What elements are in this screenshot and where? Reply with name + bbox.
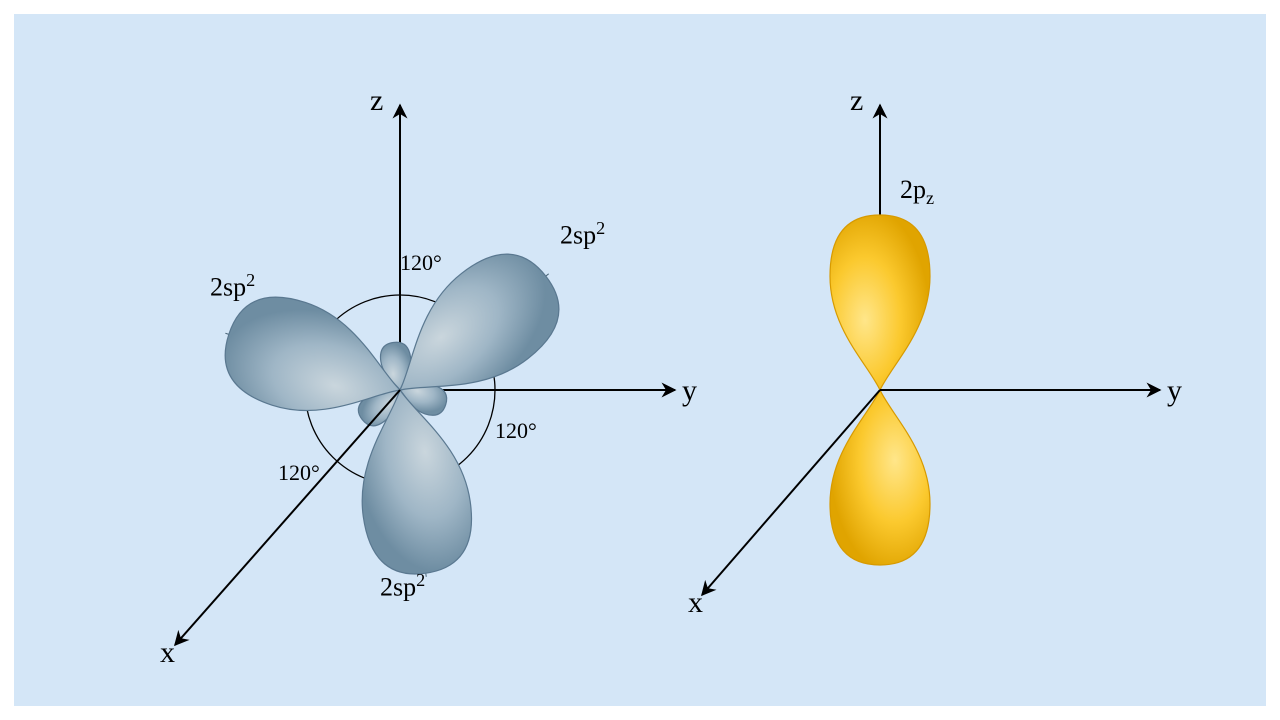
pz-label-pre: 2p xyxy=(900,175,926,204)
angle-label-2: 120° xyxy=(278,460,320,486)
sp2-label-1-sup: 2 xyxy=(246,270,255,290)
right-axis-x-label: x xyxy=(688,586,703,620)
pz-label: 2pz xyxy=(900,175,934,209)
left-axis-z-label: z xyxy=(370,84,383,118)
sp2-label-0-pre: 2sp xyxy=(560,221,596,250)
right-axis-z-label: z xyxy=(850,84,863,118)
left-axis-x-label: x xyxy=(160,636,175,670)
pz-label-sub: z xyxy=(926,188,934,208)
sp2-label-1: 2sp2 xyxy=(210,270,255,303)
sp2-label-0: 2sp2 xyxy=(560,218,605,251)
sp2-label-1-pre: 2sp xyxy=(210,273,246,302)
diagram-svg xyxy=(0,0,1280,720)
left-axis-y-label: y xyxy=(682,374,697,408)
diagram-canvas: z y x z y x 120° 120° 120° 2sp2 2sp2 2sp… xyxy=(0,0,1280,720)
sp2-label-0-sup: 2 xyxy=(596,218,605,238)
sp2-label-2: 2sp2 xyxy=(380,570,425,603)
sp2-label-2-pre: 2sp xyxy=(380,573,416,602)
right-axis-y-label: y xyxy=(1167,374,1182,408)
sp2-label-2-sup: 2 xyxy=(416,570,425,590)
angle-label-1: 120° xyxy=(495,418,537,444)
angle-label-0: 120° xyxy=(400,250,442,276)
